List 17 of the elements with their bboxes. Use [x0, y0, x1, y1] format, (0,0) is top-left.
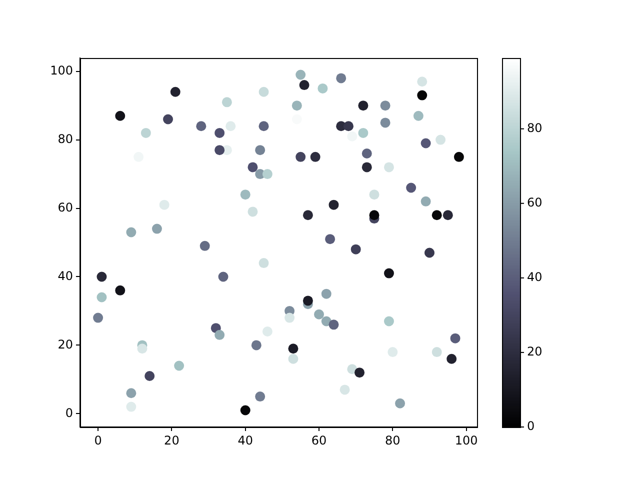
x-tick-label: 40 — [238, 433, 253, 448]
color-bar-label: 40 — [527, 270, 542, 284]
y-tick-label: 100 — [50, 63, 73, 78]
y-tick-label: 20 — [58, 337, 73, 352]
color-bar-label: 20 — [527, 344, 542, 359]
y-tick-label: 40 — [58, 268, 73, 283]
y-tick-label: 60 — [58, 200, 73, 214]
x-tick-label: 80 — [385, 433, 400, 448]
color-bar-label: 60 — [527, 195, 542, 210]
y-tick-label: 80 — [58, 132, 73, 146]
color-bar-label: 80 — [527, 120, 542, 135]
color-bar-label: 0 — [527, 419, 535, 434]
y-tick-label: 0 — [65, 406, 73, 420]
x-tick-label: 60 — [311, 433, 327, 448]
x-tick-label: 100 — [454, 433, 478, 448]
x-tick-label: 0 — [94, 433, 102, 448]
x-tick-label: 20 — [164, 433, 180, 448]
